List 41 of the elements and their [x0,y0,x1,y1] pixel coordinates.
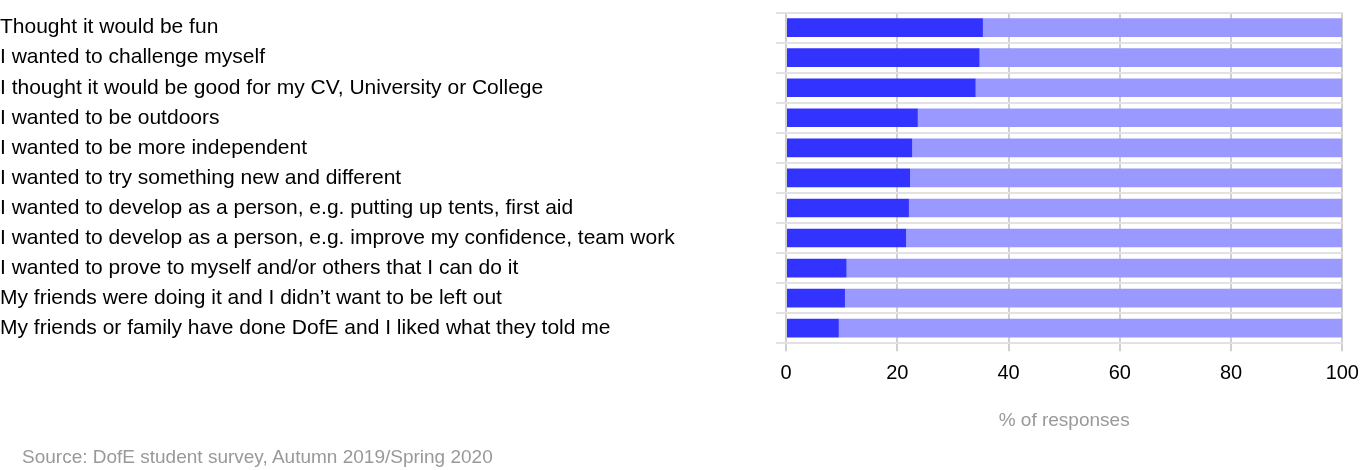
y-tick-label: Thought it would be fun [0,14,219,38]
y-tick-label: I wanted to try something new and different [0,164,402,188]
bar [787,18,983,37]
y-tick-label: I wanted to be more independent [0,134,308,158]
y-tick-label: My friends were doing it and I didn’t want to be left out [0,284,503,308]
bar [787,138,913,158]
x-tick-label: 0 [780,360,792,383]
y-tick-label: I wanted to develop as a person, e.g. putting up tents, first aid [0,194,574,218]
bar [787,258,847,278]
bar [787,108,918,128]
bar [908,198,1343,218]
x-tick-label: 40 [997,360,1020,383]
bar [979,48,1343,67]
bar [912,138,1343,158]
bar [846,258,1343,278]
bar [787,48,980,67]
x-axis-title: % of responses [998,408,1130,430]
y-tick-label: My friends or family have done DofE and I liked what they told me [0,314,611,338]
bar [838,318,1343,338]
y-tick-label: I wanted to prove to myself and/or others that I can do it [0,254,519,278]
y-tick-label: I wanted to develop as a person, e.g. improve my confidence, team work [0,224,676,248]
bar [787,168,911,188]
y-tick-label: I thought it would be good for my CV, University or College [0,74,544,98]
bar [787,318,839,338]
bar [787,78,976,98]
bar [910,168,1343,188]
x-tick-label: 60 [1108,360,1131,383]
bar [787,288,845,308]
x-tick-label: 100 [1325,360,1359,383]
y-tick-label: I wanted to challenge myself [0,44,266,68]
bar [906,228,1343,248]
x-tick-label: 20 [886,360,909,383]
bar [787,198,909,218]
bar [787,228,907,248]
x-tick-label: 80 [1219,360,1243,383]
bar [917,108,1343,128]
y-tick-label: I wanted to be outdoors [0,104,220,128]
bar [975,78,1343,98]
source-note: Source: DofE student survey, Autumn 2019/Spring 2020 [22,446,493,468]
bar [844,288,1343,308]
bar [982,18,1343,37]
